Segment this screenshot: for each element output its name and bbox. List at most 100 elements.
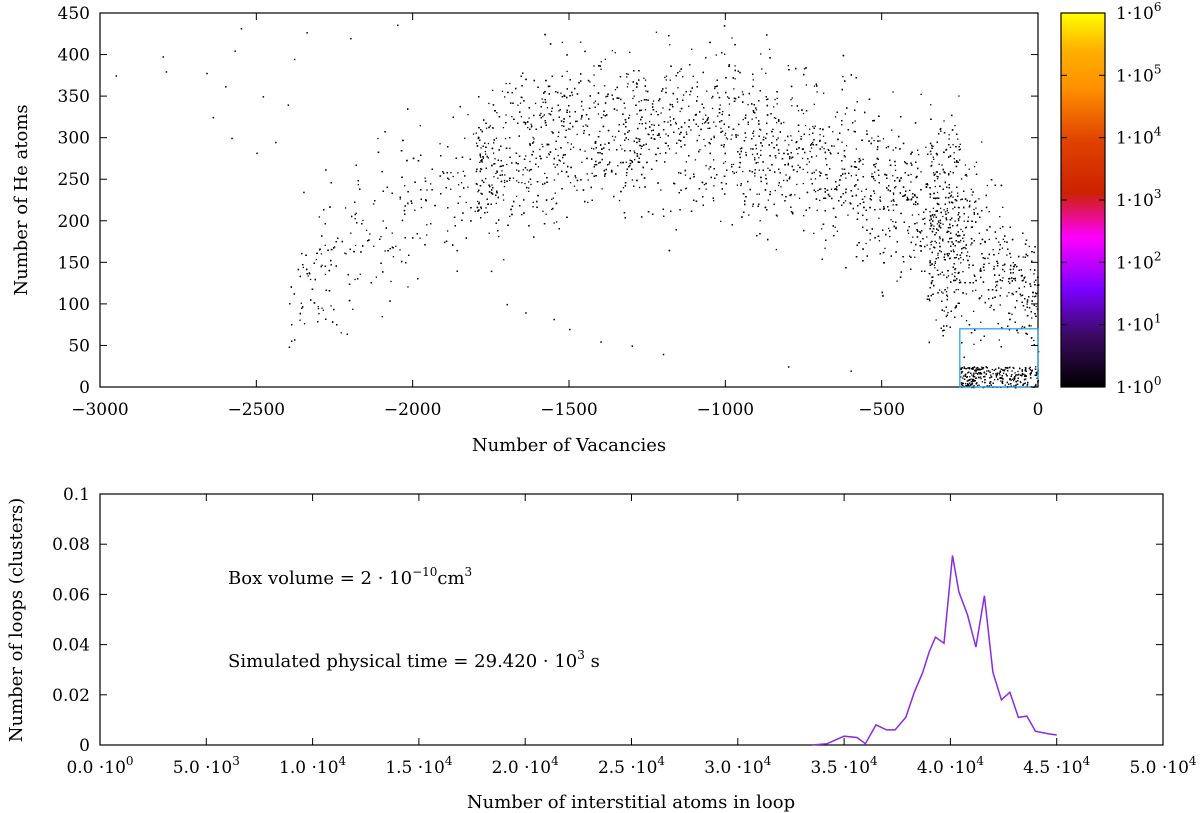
scatter-point <box>892 175 894 177</box>
scatter-point <box>546 181 548 183</box>
scatter-point <box>1011 370 1013 372</box>
scatter-point <box>506 163 508 166</box>
scatter-point <box>954 272 956 274</box>
scatter-point <box>485 153 487 155</box>
scatter-point <box>943 120 945 122</box>
scatter-point <box>827 148 829 151</box>
scatter-point <box>723 162 725 164</box>
scatter-point <box>594 164 596 166</box>
scatter-point <box>524 182 526 185</box>
scatter-point <box>739 148 742 150</box>
scatter-point <box>753 130 755 132</box>
scatter-point <box>626 76 628 78</box>
scatter-point <box>948 231 950 233</box>
scatter-point <box>980 376 982 378</box>
scatter-point <box>485 127 488 129</box>
scatter-point <box>570 143 572 145</box>
scatter-point <box>994 286 997 288</box>
scatter-point <box>965 293 967 295</box>
scatter-point <box>504 96 506 98</box>
scatter-point <box>904 161 906 163</box>
scatter-point <box>448 178 450 180</box>
scatter-point <box>365 229 368 231</box>
scatter-point <box>320 253 323 255</box>
scatter-point <box>959 241 961 243</box>
scatter-point <box>873 192 876 194</box>
scatter-point <box>669 44 671 46</box>
scatter-point <box>1002 277 1004 279</box>
scatter-point <box>959 148 962 150</box>
scatter-point <box>541 143 543 146</box>
scatter-point <box>819 171 821 173</box>
scatter-point <box>586 173 588 175</box>
scatter-point <box>426 224 428 226</box>
scatter-point <box>931 240 933 242</box>
scatter-point <box>783 179 785 182</box>
scatter-point <box>820 188 822 190</box>
scatter-point <box>509 215 511 217</box>
scatter-point <box>932 216 935 218</box>
scatter-point <box>633 150 635 152</box>
scatter-point <box>890 200 892 202</box>
scatter-point <box>632 90 634 92</box>
scatter-point <box>962 259 964 261</box>
scatter-point <box>813 85 816 87</box>
scatter-point <box>545 213 547 215</box>
scatter-point <box>939 173 941 175</box>
scatter-point <box>591 172 593 174</box>
scatter-point <box>919 240 922 243</box>
scatter-point <box>970 378 972 380</box>
scatter-point <box>821 146 823 148</box>
scatter-point <box>414 209 416 211</box>
scatter-point <box>552 197 554 199</box>
scatter-point <box>999 227 1001 230</box>
scatter-point <box>480 156 482 158</box>
scatter-point <box>650 130 653 132</box>
scatter-point <box>787 65 789 67</box>
scatter-point <box>924 217 926 220</box>
scatter-point <box>909 255 911 257</box>
scatter-point <box>790 135 792 137</box>
scatter-point <box>582 109 584 111</box>
scatter-point <box>979 373 981 375</box>
scatter-point <box>561 41 563 43</box>
scatter-point <box>967 372 969 374</box>
scatter-point <box>1002 378 1004 380</box>
scatter-point <box>419 237 421 239</box>
scatter-point <box>833 145 835 147</box>
scatter-point <box>954 220 956 222</box>
scatter-point <box>1035 305 1037 308</box>
scatter-point <box>633 95 635 97</box>
scatter-point <box>1035 372 1037 374</box>
scatter-point <box>884 247 886 250</box>
scatter-point <box>587 179 589 181</box>
scatter-point <box>973 213 975 216</box>
scatter-point <box>487 157 489 159</box>
scatter-point <box>659 152 661 155</box>
scatter-point <box>330 305 332 307</box>
scatter-point <box>659 136 661 139</box>
scatter-point <box>938 289 941 291</box>
scatter-point <box>699 149 701 151</box>
scatter-point <box>962 271 964 273</box>
scatter-point <box>791 105 793 107</box>
scatter-point <box>1037 291 1039 294</box>
scatter-point <box>1035 292 1037 294</box>
scatter-point <box>460 182 463 184</box>
scatter-point <box>920 171 922 173</box>
scatter-point <box>669 116 671 118</box>
scatter-point <box>554 192 556 194</box>
scatter-point <box>850 175 853 177</box>
scatter-point <box>493 163 495 165</box>
scatter-point <box>878 240 881 242</box>
scatter-point <box>991 368 993 371</box>
scatter-point <box>775 117 777 119</box>
scatter-point <box>424 177 426 179</box>
scatter-point <box>966 384 968 386</box>
scatter-point <box>947 312 949 314</box>
scatter-point <box>754 175 756 177</box>
scatter-point <box>715 54 717 56</box>
scatter-point <box>694 159 697 161</box>
scatter-point <box>853 130 855 133</box>
